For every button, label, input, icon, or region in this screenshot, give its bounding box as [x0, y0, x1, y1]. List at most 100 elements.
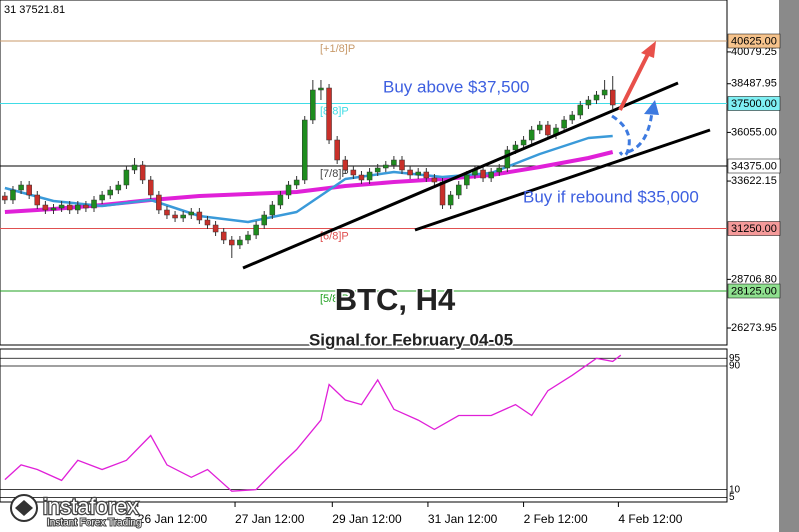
y-tick-label: 36055.00 — [731, 126, 777, 138]
level-label: 34375.00 — [731, 160, 777, 172]
candle-body — [512, 144, 519, 151]
candle-body — [131, 164, 138, 171]
candle-body — [50, 207, 57, 211]
murray-label: [7/8]P — [320, 168, 349, 180]
candle-body — [334, 139, 340, 161]
level-box — [727, 33, 781, 49]
candle-body — [261, 214, 267, 226]
x-tick-label: 4 Feb 12:00 — [618, 512, 682, 526]
arrow-shaft — [618, 53, 650, 111]
level-box — [727, 221, 781, 236]
chart-subtitle: Signal for February 04-05 — [309, 330, 513, 349]
murray-label: [8/8]P — [320, 105, 349, 117]
candle-body — [431, 177, 438, 183]
indicator-tick-label: 90 — [729, 361, 741, 372]
dashed-arrow — [611, 114, 631, 157]
base-layer: 40079.25 38487.95 36055.00 33622.15 28706.80… — [0, 0, 777, 526]
level-label: 31250.00 — [731, 223, 777, 235]
candle-body — [180, 214, 186, 219]
level-label: 37500.00 — [731, 98, 777, 110]
chart-title: BTC, H4 — [335, 282, 456, 317]
candle-body — [609, 89, 616, 106]
candle-body — [488, 171, 494, 179]
candle-body — [310, 89, 316, 121]
indicator-tick-label: 10 — [729, 484, 741, 495]
candle-body — [383, 164, 389, 169]
candle-body — [528, 129, 535, 141]
candle-body — [455, 184, 462, 196]
candle-body — [285, 184, 292, 196]
arrow-head — [644, 100, 659, 115]
candle-body — [374, 167, 381, 173]
indicator-line — [4, 354, 622, 492]
candle-body — [350, 169, 357, 176]
candle-body — [569, 114, 575, 121]
candle-body — [245, 234, 251, 241]
y-tick-label: 26273.95 — [731, 322, 777, 334]
dashed-arrow — [627, 111, 654, 154]
candle-body — [342, 159, 349, 171]
candle-body — [107, 189, 113, 196]
candle-body — [301, 119, 308, 181]
candle-body — [58, 204, 65, 209]
candle-body — [496, 167, 503, 173]
arrow-head — [641, 41, 656, 58]
logo-name[interactable]: instaforex — [42, 493, 140, 521]
candle-body — [326, 87, 332, 141]
candle-body — [204, 219, 211, 226]
murray-label: [5/8]P — [320, 293, 349, 305]
candle-body — [42, 204, 49, 211]
logo-mark — [15, 500, 33, 516]
candle-body — [2, 195, 8, 201]
candle-body — [172, 214, 178, 219]
x-tick-label: 31 Jan 12:00 — [428, 512, 498, 526]
indicator-tick-label: 5 — [729, 492, 735, 503]
candle-body — [504, 149, 511, 169]
candle-body — [593, 94, 600, 101]
indicator-tick-label: 95 — [729, 353, 741, 364]
main-panel — [0, 0, 728, 346]
candle-body — [277, 194, 284, 206]
candle-body — [545, 124, 551, 136]
candle-body — [18, 184, 24, 191]
candle-body — [520, 139, 527, 146]
marks-layer: 40625.00 37500.00 34375.00 31250.00 28125.00 — [2, 33, 781, 492]
candle-body — [269, 204, 276, 216]
candle-body — [91, 199, 97, 209]
candle-body — [139, 164, 146, 181]
candle-body — [83, 204, 89, 209]
candle-body — [220, 231, 227, 241]
candle-body — [253, 224, 259, 236]
candle-body — [34, 194, 41, 206]
candle-body — [358, 174, 365, 181]
window-edge — [779, 0, 799, 532]
candle-body — [188, 211, 195, 216]
candle-body — [75, 204, 81, 211]
candle-body — [407, 169, 413, 176]
level-box — [727, 158, 781, 174]
candle-body — [480, 169, 486, 179]
candle-body — [164, 209, 170, 216]
candle-body — [391, 159, 397, 166]
candle-body — [585, 99, 592, 106]
candle-body — [366, 171, 373, 181]
murray-label: [+1/8]P — [320, 43, 355, 55]
candle-body — [196, 211, 203, 221]
candle-body — [99, 194, 105, 201]
candle-body — [123, 169, 130, 186]
candle-body — [423, 171, 430, 179]
annotation: Buy if rebound $35,000 — [523, 187, 699, 206]
level-label: 28125.00 — [731, 285, 777, 297]
candle-body — [237, 239, 243, 246]
trend-line — [414, 128, 711, 232]
candle-body — [115, 184, 122, 191]
candle-body — [10, 189, 16, 201]
level-box — [727, 283, 781, 299]
y-tick-label: 33622.15 — [731, 175, 777, 187]
y-tick-label: 38487.95 — [731, 78, 777, 90]
candle-body — [66, 204, 73, 211]
x-tick-label: 26 Jan 12:00 — [138, 512, 208, 526]
candle-body — [399, 159, 405, 171]
candle-body — [447, 194, 454, 206]
